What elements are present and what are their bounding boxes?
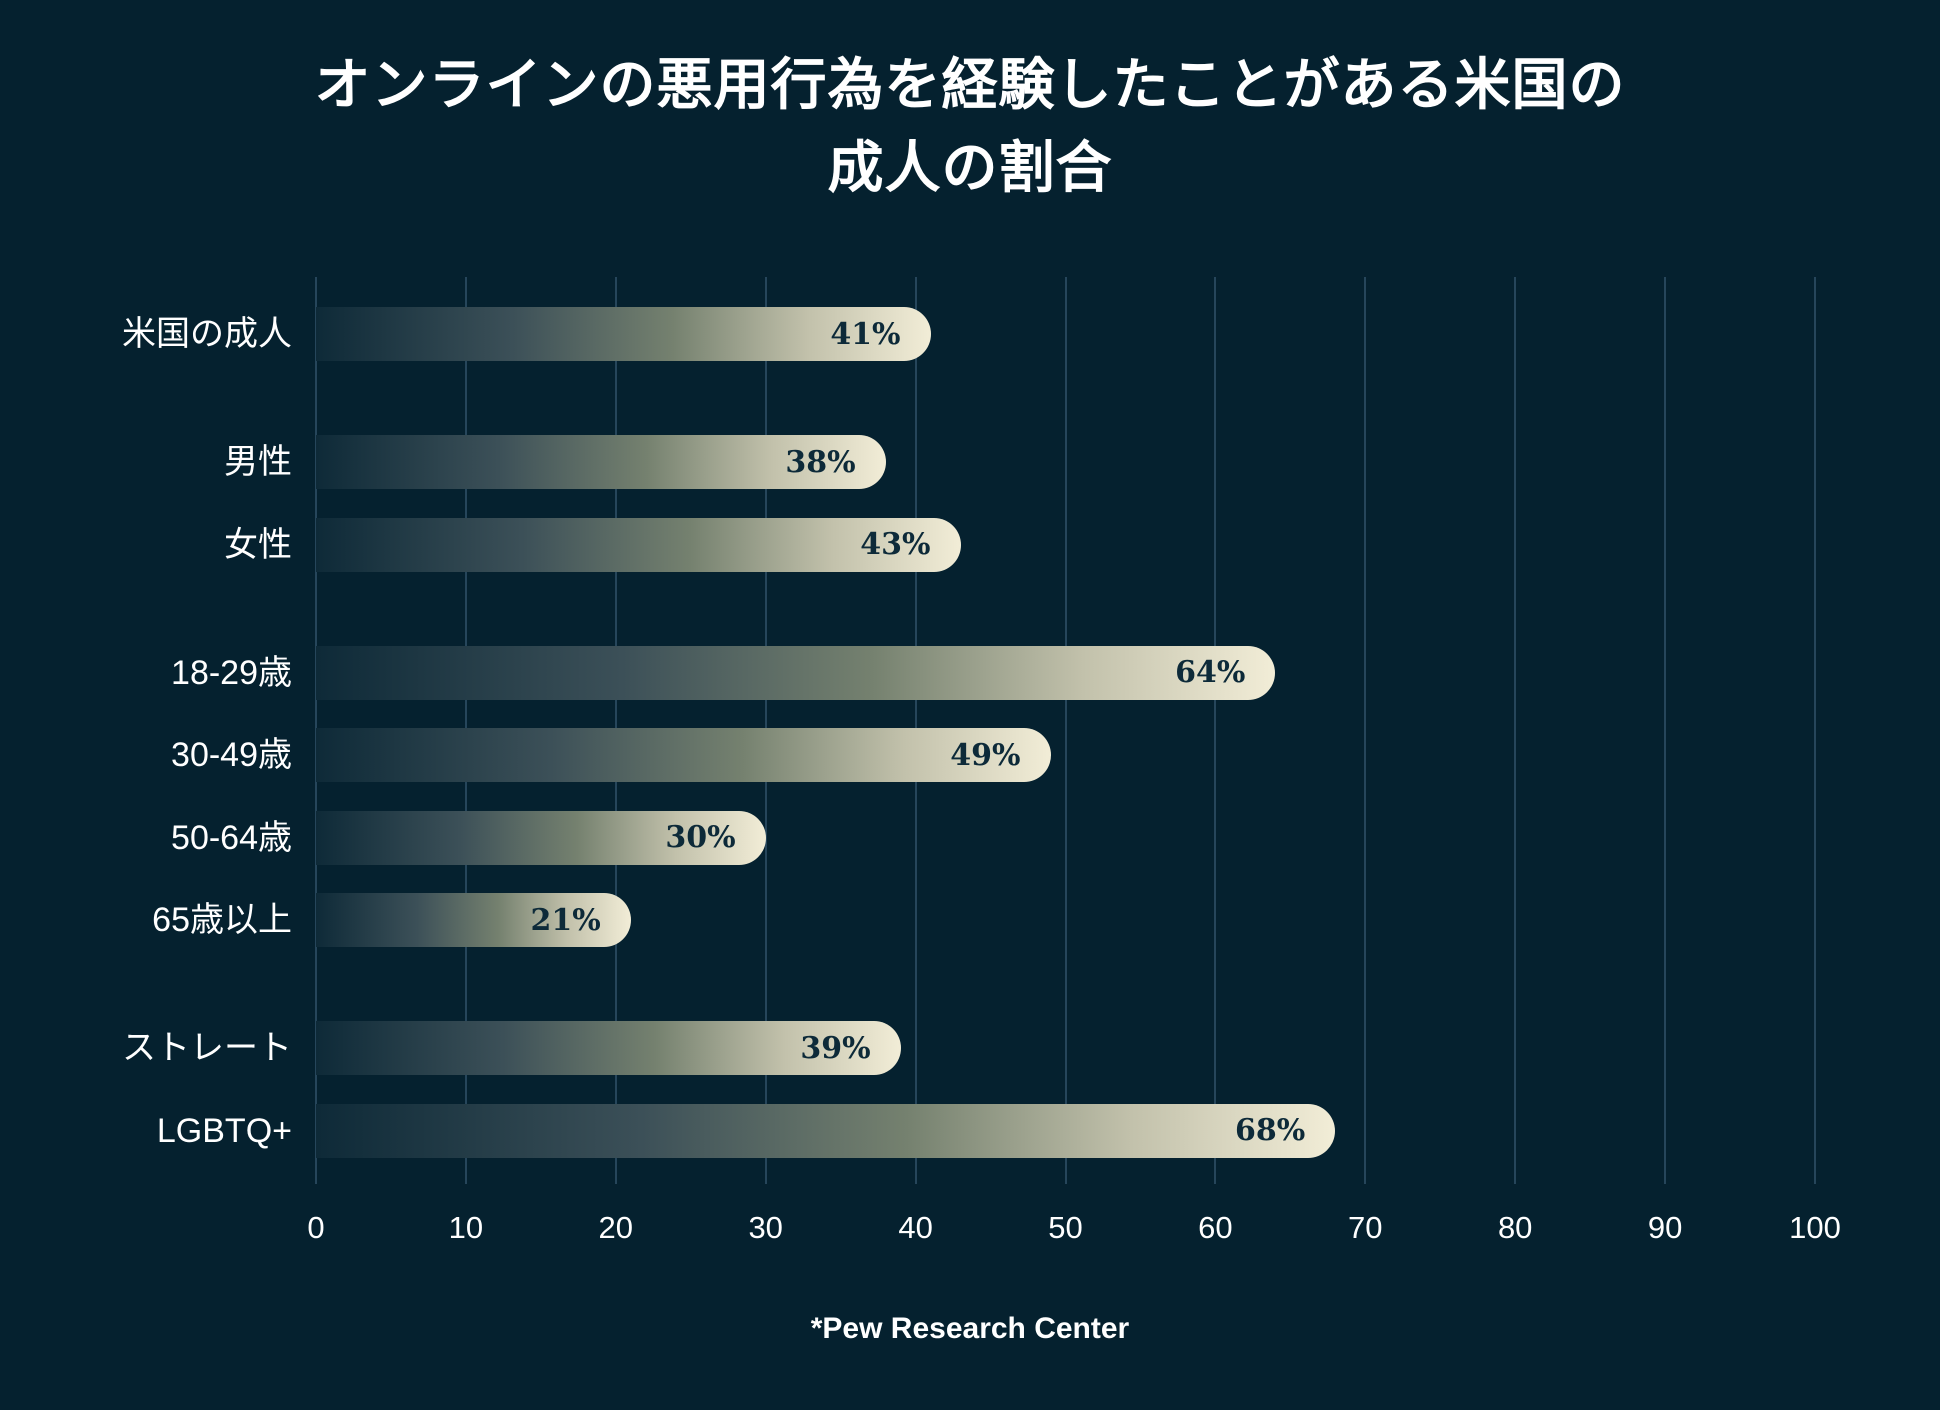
axis-tick [1364, 1160, 1367, 1184]
bar: 68% [316, 1103, 1336, 1158]
value-label: 64% [1175, 655, 1246, 690]
source-note: *Pew Research Center [810, 1312, 1130, 1345]
axis-tick-label: 90 [1647, 1210, 1683, 1245]
axis-tick [614, 1160, 617, 1184]
category-label: 65歳以上 [152, 901, 292, 939]
axis-tick [1664, 1160, 1667, 1184]
axis-tick-label: 0 [307, 1210, 325, 1245]
category-label: ストレート [122, 1029, 292, 1067]
axis-tick [914, 1160, 917, 1184]
bar: 41% [316, 307, 931, 361]
category-label: LGBTQ+ [156, 1111, 292, 1150]
axis-tick-label: 70 [1348, 1210, 1383, 1245]
category-label: 18-29歳 [171, 653, 292, 692]
gridline [1214, 277, 1217, 1160]
chart-title-line1: オンラインの悪用行為を経験したことがある米国の [314, 53, 1626, 116]
axis-tick-label: 60 [1198, 1210, 1233, 1245]
axis-tick-label: 30 [748, 1210, 783, 1245]
bar: 43% [316, 517, 961, 572]
axis-tick-label: 10 [448, 1210, 484, 1245]
value-label: 41% [830, 316, 901, 352]
axis-tick [1514, 1160, 1517, 1184]
gridline [1364, 277, 1367, 1160]
axis-tick-label: 40 [898, 1210, 933, 1245]
gridline [1664, 277, 1667, 1160]
bar: 64% [316, 645, 1276, 700]
chart-title: オンラインの悪用行為を経験したことがある米国の 成人の割合 [0, 44, 1940, 210]
bar: 30% [316, 810, 766, 865]
axis-tick [464, 1160, 467, 1184]
category-label: 男性 [224, 443, 292, 481]
gridline [614, 277, 617, 1160]
chart-title-line2: 成人の割合 [827, 135, 1113, 199]
gridline [764, 277, 767, 1160]
value-label: 38% [785, 444, 856, 480]
value-label: 39% [800, 1030, 871, 1066]
bar: 49% [316, 728, 1051, 782]
axis-tick [1814, 1160, 1816, 1184]
axis-tick [1064, 1160, 1067, 1184]
bar: 21% [316, 893, 631, 947]
gridline [914, 277, 917, 1160]
category-label: 30-49歳 [171, 736, 292, 774]
value-label: 49% [950, 737, 1021, 773]
axis-tick-label: 80 [1497, 1210, 1533, 1245]
axis-tick-label: 100 [1789, 1210, 1841, 1245]
bar: 39% [316, 1021, 901, 1075]
value-label: 43% [860, 527, 931, 562]
gridline [1514, 277, 1517, 1160]
axis-tick [764, 1160, 767, 1184]
gridline [464, 277, 467, 1160]
gridline [315, 277, 317, 1160]
value-label: 30% [665, 820, 736, 855]
axis-tick-label: 20 [598, 1210, 634, 1245]
category-label: 女性 [224, 525, 292, 564]
category-label: 米国の成人 [122, 315, 292, 353]
gridline [1064, 277, 1067, 1160]
axis-tick-label: 50 [1048, 1210, 1083, 1245]
gridline [1814, 277, 1816, 1160]
category-label: 50-64歳 [171, 818, 292, 857]
axis-tick [1214, 1160, 1217, 1184]
bar: 38% [316, 435, 886, 489]
axis-tick [315, 1160, 317, 1184]
value-label: 68% [1235, 1113, 1306, 1148]
value-label: 21% [530, 902, 601, 938]
